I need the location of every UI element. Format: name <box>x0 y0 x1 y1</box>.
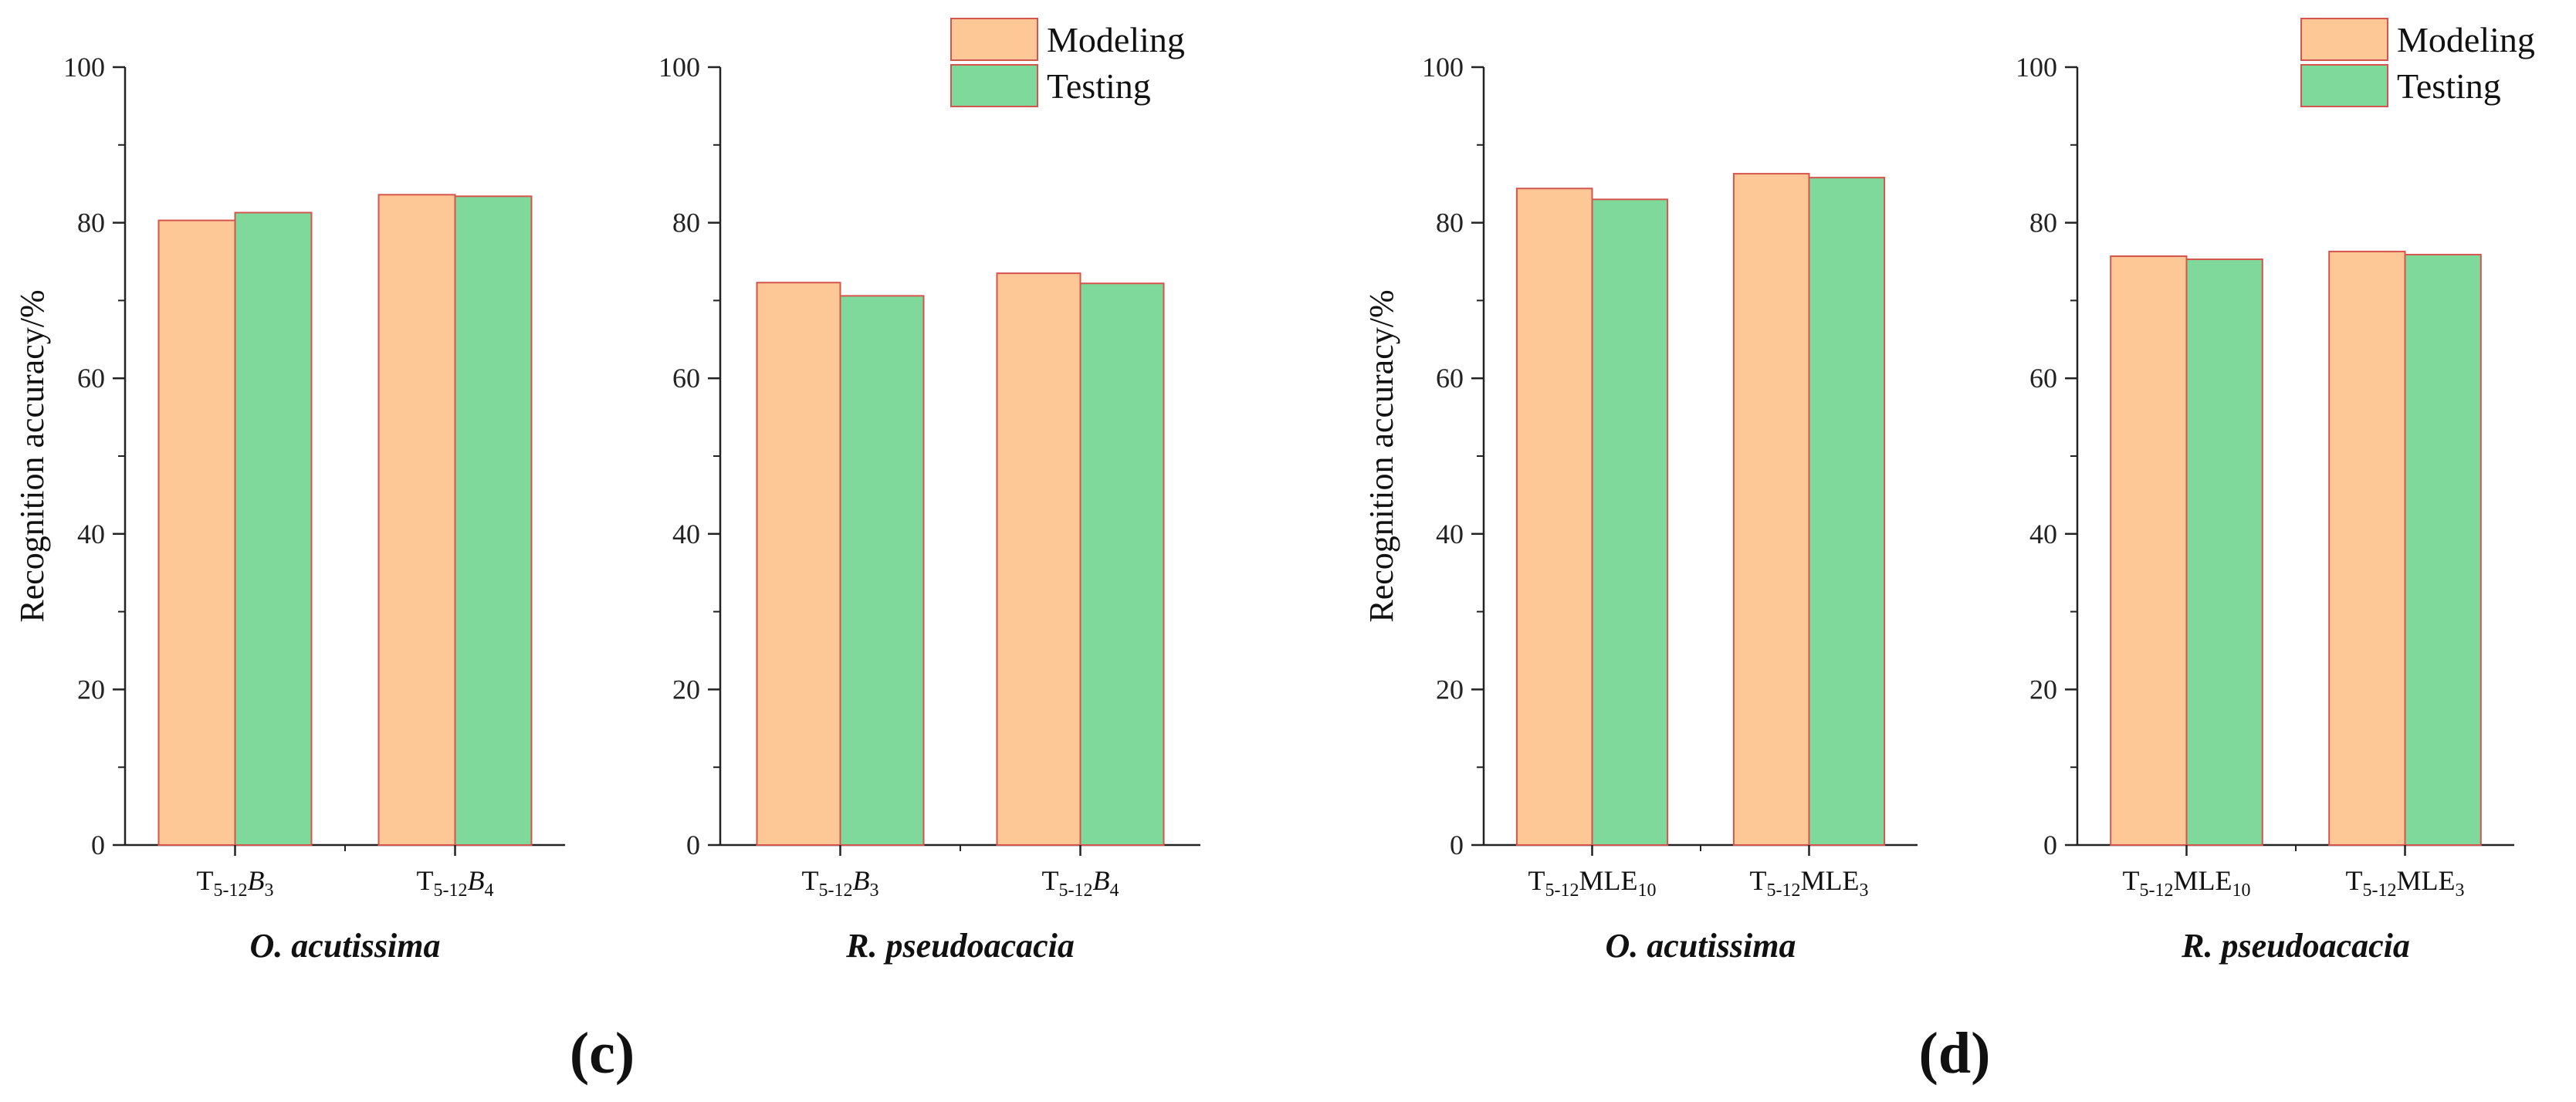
panel-label-d: (d) <box>1919 1021 1991 1086</box>
bar-modeling-1 <box>1732 173 1810 846</box>
chart-0: 0 20 40 60 80 100 Recognition accuracy/% T5-12B… <box>13 52 565 965</box>
x-axis-title: R. pseudoacacia <box>2181 927 2410 965</box>
y-tick-label: 60 <box>2029 363 2057 394</box>
legend-label-testing: Testing <box>1047 66 1151 106</box>
x-tick-label: T5-12MLE10 <box>2123 865 2251 901</box>
x-tick-label: T5-12B3 <box>197 865 274 901</box>
legend: Modeling Testing <box>950 18 1185 107</box>
y-tick-label: 20 <box>2029 674 2057 705</box>
bar-modeling-0 <box>2110 255 2188 847</box>
y-tick-label: 20 <box>672 674 700 705</box>
bar-testing-1 <box>1079 282 1165 846</box>
legend: Modeling Testing <box>2300 18 2535 107</box>
bar-testing-1 <box>1808 177 1886 847</box>
bar-modeling-1 <box>2328 250 2406 846</box>
bar-modeling-0 <box>1515 188 1593 847</box>
bar-testing-1 <box>2404 253 2482 847</box>
y-tick-label: 80 <box>1436 208 1464 238</box>
bar-testing-0 <box>839 295 925 846</box>
bar-modeling-0 <box>756 282 841 846</box>
y-axis-title: Recognition accuracy/% <box>1362 289 1400 622</box>
x-tick-label: T5-12MLE3 <box>2346 865 2465 901</box>
x-axis-title: R. pseudoacacia <box>845 927 1075 965</box>
chart-1: 0 20 40 60 80 100 T5-12B3 T5-12B4 R. pseudoacaci… <box>658 18 1200 965</box>
y-tick-label: 100 <box>2016 52 2057 83</box>
x-tick-label: T5-12MLE10 <box>1528 865 1657 901</box>
y-tick-label: 40 <box>2029 519 2057 549</box>
bar-modeling-1 <box>996 272 1082 846</box>
y-tick-label: 60 <box>77 363 105 394</box>
y-tick-label: 80 <box>672 208 700 238</box>
bar-testing-0 <box>234 211 313 847</box>
y-tick-label: 80 <box>2029 208 2057 238</box>
y-tick-label: 40 <box>77 519 105 549</box>
y-tick-label: 80 <box>77 208 105 238</box>
x-tick-label: T5-12B3 <box>802 865 879 901</box>
y-axis-title: Recognition accuracy/% <box>13 289 51 622</box>
legend-label-modeling: Modeling <box>1047 20 1185 59</box>
panel-label-c: (c) <box>570 1021 635 1086</box>
x-tick-label: T5-12MLE3 <box>1750 865 1869 901</box>
y-tick-label: 0 <box>2043 830 2057 860</box>
x-tick-label: T5-12B4 <box>1042 865 1119 901</box>
legend-swatch-testing <box>2300 64 2388 107</box>
legend-swatch-testing <box>950 64 1038 107</box>
legend-swatch-modeling <box>950 18 1038 61</box>
legend-label-modeling: Modeling <box>2397 20 2535 59</box>
y-tick-label: 0 <box>686 830 700 860</box>
legend-label-testing: Testing <box>2397 66 2501 106</box>
y-tick-label: 0 <box>1450 830 1464 860</box>
bar-modeling-1 <box>377 194 456 846</box>
y-tick-label: 0 <box>91 830 105 860</box>
charts-layer: 0 20 40 60 80 100 Recognition accuracy/% T5-12B… <box>13 18 2535 965</box>
x-axis-title: O. acutissima <box>250 927 441 965</box>
y-tick-label: 40 <box>1436 519 1464 549</box>
y-tick-label: 60 <box>1436 363 1464 394</box>
bar-modeling-0 <box>157 219 236 846</box>
y-tick-label: 100 <box>658 52 700 83</box>
y-tick-label: 40 <box>672 519 700 549</box>
bar-testing-0 <box>2185 258 2263 846</box>
y-tick-label: 100 <box>63 52 105 83</box>
y-tick-label: 20 <box>1436 674 1464 705</box>
bar-testing-1 <box>454 195 533 846</box>
legend-swatch-modeling <box>2300 18 2388 61</box>
chart-2: 0 20 40 60 80 100 Recognition accuracy/% T5-12M… <box>1362 52 1918 965</box>
x-axis-title: O. acutissima <box>1606 927 1796 965</box>
y-tick-label: 100 <box>1422 52 1464 83</box>
chart-3: 0 20 40 60 80 100 T5-12MLE10 T5-12MLE3 R. pseudo… <box>2016 18 2535 965</box>
y-tick-label: 20 <box>77 674 105 705</box>
x-tick-label: T5-12B4 <box>417 865 494 901</box>
y-tick-label: 60 <box>672 363 700 394</box>
bar-testing-0 <box>1591 198 1669 846</box>
